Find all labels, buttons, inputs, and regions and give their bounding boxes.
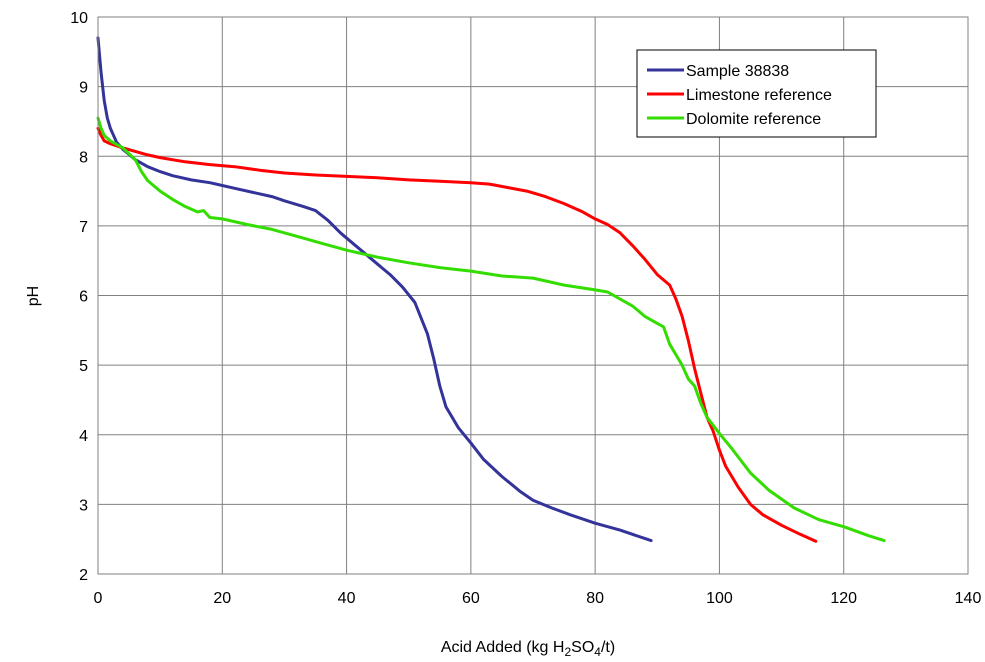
y-tick-labels: 2 3 4 5 6 7 8 9 10: [70, 10, 88, 584]
y-tick-label: 10: [70, 10, 88, 27]
y-tick-label: 7: [79, 219, 88, 236]
legend-label-sample-38838: Sample 38838: [686, 63, 789, 80]
y-tick-label: 5: [79, 358, 88, 375]
x-axis-label-prefix: Acid Added (kg H: [441, 639, 565, 656]
x-tick-labels: 0 20 40 60 80 100 120 140: [94, 590, 982, 607]
x-axis-label-sub1: 2: [564, 645, 571, 659]
x-tick-label: 140: [955, 590, 982, 607]
y-tick-label: 4: [79, 428, 88, 445]
plot-area-frame: [97, 16, 969, 575]
x-tick-label: 100: [706, 590, 733, 607]
y-tick-label: 8: [79, 149, 88, 166]
series-line-dolomite-reference: [96, 116, 886, 543]
x-tick-label: 40: [338, 590, 356, 607]
legend-label-dolomite-reference: Dolomite reference: [686, 111, 821, 128]
legend: Sample 38838 Limestone reference Dolomite …: [636, 49, 877, 138]
y-axis-label: pH: [25, 286, 42, 306]
x-tick-label: 80: [586, 590, 604, 607]
y-tick-label: 3: [79, 497, 88, 514]
y-tick-label: 2: [79, 567, 88, 584]
series-lines: [96, 36, 886, 543]
x-tick-label: 20: [213, 590, 231, 607]
legend-label-limestone-reference: Limestone reference: [686, 87, 832, 104]
y-tick-label: 6: [79, 289, 88, 306]
series-line-limestone-reference: [96, 126, 818, 543]
legend-entries: Sample 38838 Limestone reference Dolomite …: [647, 63, 832, 128]
x-tick-label: 60: [462, 590, 480, 607]
x-tick-label: 120: [830, 590, 857, 607]
x-tick-label: 0: [94, 590, 103, 607]
x-axis-label: Acid Added (kg H2SO4/t): [441, 639, 615, 659]
x-axis-label-mid: SO: [571, 639, 594, 656]
x-axis-label-sub2: 4: [594, 645, 601, 659]
y-tick-label: 9: [79, 80, 88, 97]
x-axis-label-suffix: /t): [601, 639, 615, 656]
